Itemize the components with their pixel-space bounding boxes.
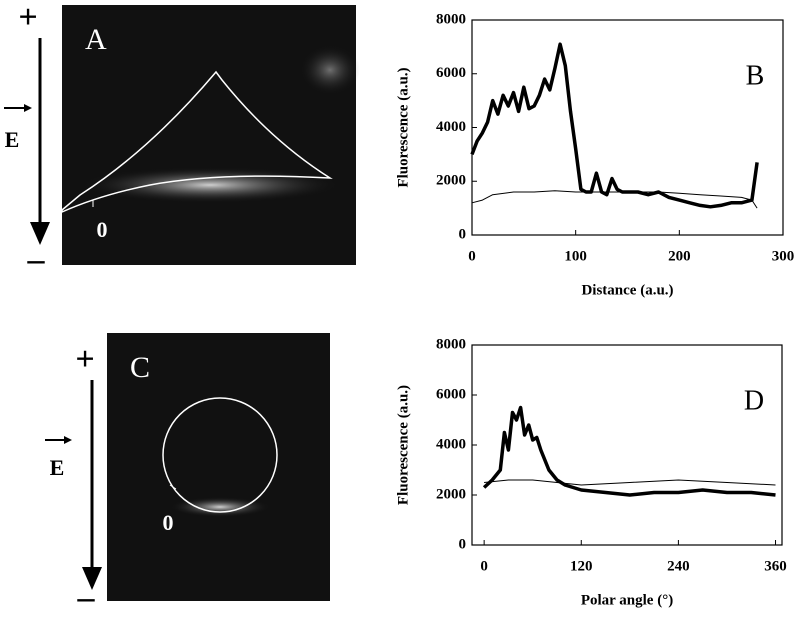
y-tick-label: 4000: [436, 119, 466, 135]
x-tick-label: 200: [668, 248, 691, 264]
glow: [80, 167, 340, 203]
y-axis-label: Fluorescence (a.u.): [395, 67, 411, 187]
panel-label: C: [130, 351, 150, 384]
y-tick-label: 6000: [436, 65, 466, 81]
y-tick-label: 2000: [436, 173, 466, 189]
x-axis-label: Polar angle (°): [581, 592, 673, 608]
arrow-head: [64, 436, 72, 444]
chart: 0 2000 4000 6000 8000 0 100 200 300 Distance (a.u…: [395, 11, 794, 298]
data-line: [470, 42, 759, 209]
outline: [162, 397, 278, 513]
x-tick-label: 300: [772, 248, 795, 264]
x-axis-label: Distance (a.u.): [581, 282, 673, 298]
plot-frame: [471, 344, 783, 546]
arrow-head: [24, 104, 32, 112]
image-background: [107, 333, 330, 601]
y-tick-label: 0: [459, 226, 467, 242]
plus-sign: +: [75, 341, 94, 378]
origin-label: 0: [97, 217, 108, 242]
glow: [170, 497, 270, 517]
minus-sign: –: [77, 579, 96, 616]
image-background: [62, 5, 356, 265]
data-line: [484, 479, 776, 486]
panel-label: A: [85, 23, 107, 56]
micrograph-c: C 0 + – E: [45, 333, 330, 616]
y-tick-label: 8000: [436, 11, 466, 27]
data-line: [482, 405, 776, 497]
chart: 0 2000 4000 6000 8000 0 120 240 360 Polar angle (…: [395, 336, 786, 608]
plus-sign: +: [18, 0, 37, 36]
x-tick-label: 0: [468, 248, 476, 264]
x-tick-label: 240: [667, 558, 690, 574]
origin-mark: [169, 484, 177, 490]
x-tick-label: 360: [764, 558, 787, 574]
y-tick-label: 4000: [436, 436, 466, 452]
origin-label: 0: [163, 510, 174, 535]
arrow-head: [30, 222, 50, 245]
field-label: E: [50, 455, 65, 480]
x-tick-label: 0: [480, 558, 488, 574]
x-tick-label: 120: [570, 558, 593, 574]
micrograph-a: A 0 + – E: [4, 0, 360, 278]
panel-label: B: [746, 60, 765, 91]
y-tick-label: 0: [459, 536, 467, 552]
y-axis-label: Fluorescence (a.u.): [395, 385, 411, 505]
outline: [61, 70, 333, 214]
field-label: E: [5, 127, 20, 152]
panel-label: D: [744, 385, 764, 416]
arrow-head: [82, 567, 102, 590]
y-tick-label: 2000: [436, 486, 466, 502]
minus-sign: –: [27, 241, 46, 278]
x-tick-label: 100: [564, 248, 587, 264]
data-line: [471, 190, 758, 209]
glow: [300, 45, 360, 95]
y-tick-label: 8000: [436, 336, 466, 352]
y-tick-label: 6000: [436, 386, 466, 402]
